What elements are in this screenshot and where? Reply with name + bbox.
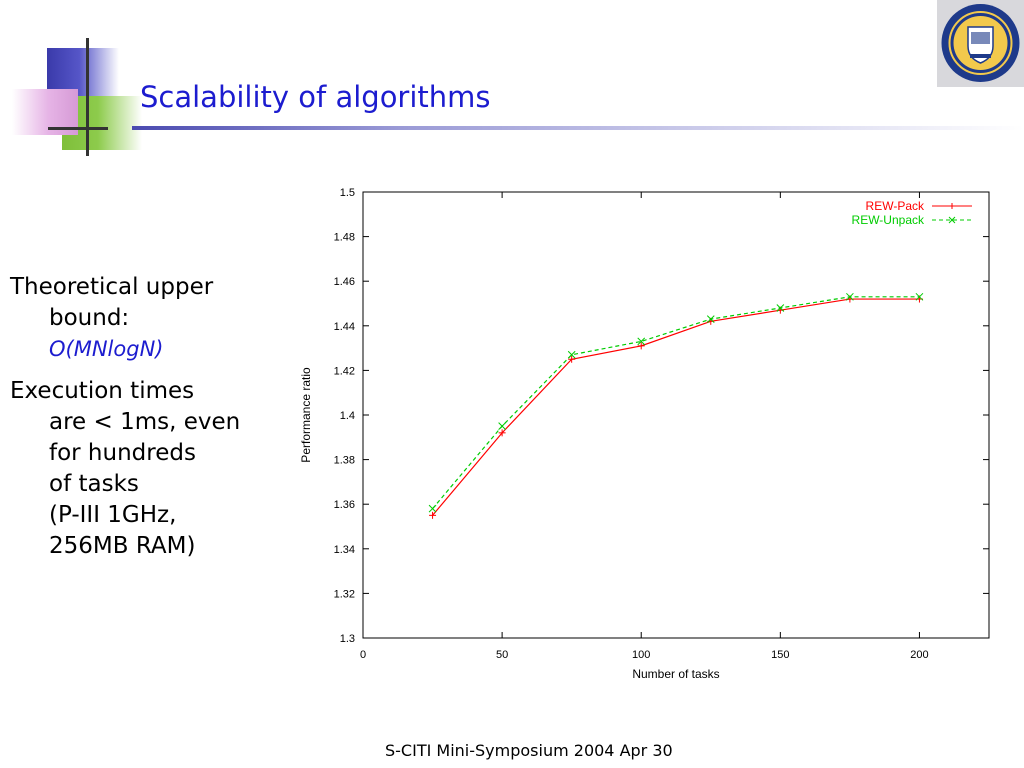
- data-point-rew-unpack: [846, 292, 854, 301]
- y-axis-label: Performance ratio: [299, 367, 313, 463]
- bullet-line: are < 1ms, even: [49, 409, 241, 435]
- bullet-execution-times: Execution times are < 1ms, even for hund…: [10, 376, 260, 562]
- decor-vertical-line: [86, 38, 89, 156]
- y-tick-label: 1.4: [340, 410, 355, 422]
- data-point-rew-pack: [498, 429, 506, 437]
- x-tick-label: 0: [360, 649, 366, 661]
- decor-horizontal-line: [48, 127, 108, 130]
- y-tick-label: 1.3: [340, 633, 355, 645]
- data-point-rew-pack: [429, 511, 437, 519]
- y-tick-label: 1.42: [334, 365, 355, 377]
- bullet-list: Theoretical upper bound: O(MNlogN) Execu…: [10, 272, 260, 574]
- data-point-rew-unpack: [567, 350, 576, 359]
- series-line-rew-unpack: [432, 296, 920, 510]
- data-point-rew-unpack: [776, 304, 785, 312]
- university-of-pittsburgh-seal-icon: [937, 0, 1024, 87]
- x-axis-label: Number of tasks: [632, 667, 719, 681]
- bullet-line: of tasks: [49, 471, 139, 497]
- performance-ratio-chart: 1.3 1.32 1.34 1.36 1.38 1.4 1.42 1.44 1.46 1.48 1.…: [299, 187, 990, 681]
- x-axis: 0 50 100 150 200: [360, 192, 929, 661]
- y-tick-label: 1.32: [334, 588, 355, 600]
- x-tick-label: 100: [632, 649, 650, 661]
- bullet-line: 256MB RAM): [49, 533, 196, 559]
- data-point-rew-unpack: [915, 292, 924, 301]
- bullet-line: Execution times: [10, 378, 195, 404]
- y-tick-label: 1.5: [340, 187, 355, 199]
- data-point-rew-unpack: [637, 337, 646, 346]
- slide-footer: S-CITI Mini-Symposium 2004 Apr 30: [385, 741, 673, 760]
- legend-label-rew-unpack: REW-Unpack: [852, 213, 925, 227]
- bullet-line: for hundreds: [49, 440, 196, 466]
- y-axis: 1.3 1.32 1.34 1.36 1.38 1.4 1.42 1.44 1.46 1.48 1.…: [334, 187, 989, 645]
- y-tick-label: 1.36: [334, 499, 355, 511]
- slide-title: Scalability of algorithms: [140, 80, 491, 114]
- x-tick-label: 150: [771, 649, 789, 661]
- legend-label-rew-pack: REW-Pack: [866, 199, 925, 213]
- data-point-rew-pack: [568, 355, 576, 363]
- data-point-rew-unpack: [706, 315, 715, 323]
- x-tick-label: 50: [496, 649, 508, 661]
- plot-frame: [362, 191, 990, 639]
- y-tick-label: 1.48: [334, 232, 355, 244]
- data-point-rew-unpack: [428, 504, 437, 513]
- bullet-theoretical-bound: Theoretical upper bound: O(MNlogN): [10, 272, 260, 364]
- complexity-formula: O(MNlogN): [49, 337, 164, 361]
- y-tick-label: 1.34: [334, 544, 355, 556]
- title-underline: [132, 126, 1024, 130]
- series-line-rew-pack: [432, 298, 920, 516]
- data-point-rew-unpack: [498, 422, 506, 431]
- series-layer: [428, 292, 924, 519]
- data-point-rew-pack: [637, 342, 645, 350]
- bullet-line: bound:: [49, 305, 130, 331]
- y-tick-label: 1.44: [334, 321, 355, 333]
- y-tick-label: 1.38: [334, 455, 355, 467]
- x-tick-label: 200: [910, 649, 928, 661]
- bullet-line: (P-III 1GHz,: [49, 502, 177, 528]
- y-tick-label: 1.46: [334, 276, 355, 288]
- bullet-line: Theoretical upper: [10, 274, 214, 300]
